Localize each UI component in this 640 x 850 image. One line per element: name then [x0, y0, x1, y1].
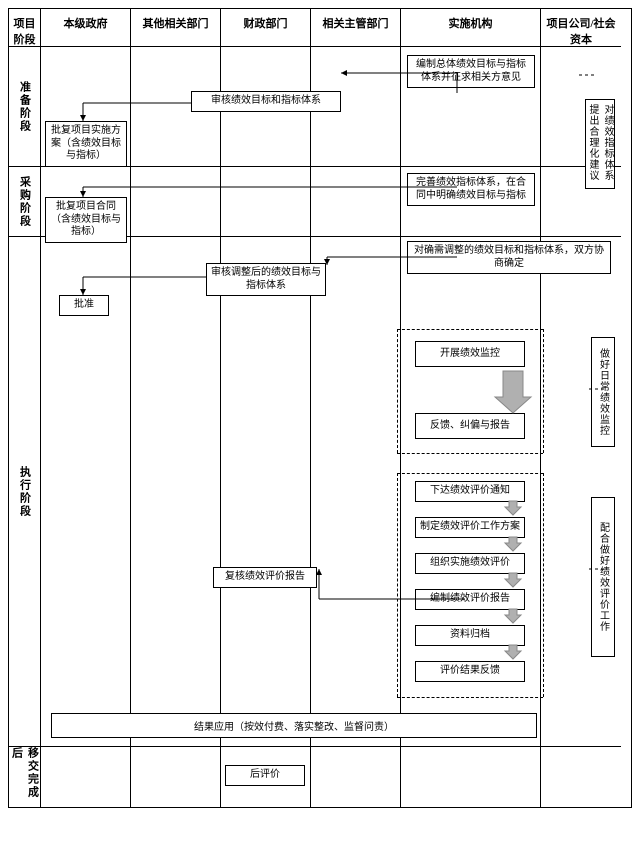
col-gov: 本级政府 [41, 9, 131, 47]
box-exec-s1a: 批准 [59, 295, 109, 316]
post-c6 [541, 747, 621, 807]
proc-c5: 完善绩效指标体系，在合同中明确绩效目标与指标 [401, 167, 541, 237]
proc-c6 [541, 167, 621, 237]
col-super: 相关主管部门 [311, 9, 401, 47]
col-company: 项目公司/社会资本 [541, 9, 621, 47]
box-prep-s1: 批复项目实施方案（含绩效目标与指标） [45, 121, 127, 167]
exec-c6: 做好日常绩效监控 配合做好绩效评价工作 [541, 237, 621, 747]
swimlane-grid: 项目阶段 本级政府 其他相关部门 财政部门 相关主管部门 实施机构 项目公司/社… [8, 8, 632, 808]
post-c1 [41, 747, 131, 807]
box-prep-s5: 编制总体绩效目标与指标体系并征求相关方意见 [407, 55, 535, 88]
proc-c2 [131, 167, 221, 237]
row-post: 移交完成后 后评价 [9, 747, 631, 807]
box-exec-s3b: 复核绩效评价报告 [213, 567, 317, 588]
box-exec-e3: 组织实施绩效评价 [415, 553, 525, 574]
box-exec-e2: 制定绩效评价工作方案 [415, 517, 525, 538]
prep-c1: 批复项目实施方案（含绩效目标与指标） [41, 47, 131, 167]
box-exec-wide: 结果应用（按效付费、落实整改、监督问责） [51, 713, 537, 738]
proc-c1: 批复项目合同（含绩效目标与指标） [41, 167, 131, 237]
col-stage: 项目阶段 [9, 9, 41, 47]
prep-c5: 编制总体绩效目标与指标体系并征求相关方意见 [401, 47, 541, 167]
box-exec-c6-eval: 配合做好绩效评价工作 [591, 497, 615, 657]
row-proc: 采购阶段 批复项目合同（含绩效目标与指标） 完善绩效指标体系，在合同中明确绩效目… [9, 167, 631, 237]
box-post: 后评价 [225, 765, 305, 786]
box-exec-e1: 下达绩效评价通知 [415, 481, 525, 502]
post-c2 [131, 747, 221, 807]
row-prep: 准备阶段 批复项目实施方案（含绩效目标与指标） 审核绩效目标和指标体系 编制总体… [9, 47, 631, 167]
post-c4 [311, 747, 401, 807]
exec-c2 [131, 237, 221, 747]
col-impl: 实施机构 [401, 9, 541, 47]
exec-c1: 批准 [41, 237, 131, 747]
stage-prep-label: 准备阶段 [9, 47, 41, 167]
proc-c4 [311, 167, 401, 237]
box-exec-e6: 评价结果反馈 [415, 661, 525, 682]
box-exec-e5: 资料归档 [415, 625, 525, 646]
box-exec-s3a: 审核调整后的绩效目标与指标体系 [206, 263, 326, 296]
post-c5 [401, 747, 541, 807]
prep-c4 [311, 47, 401, 167]
col-other: 其他相关部门 [131, 9, 221, 47]
stage-exec-label: 执行阶段 [9, 237, 41, 747]
box-proc-s1: 批复项目合同（含绩效目标与指标） [45, 197, 127, 243]
exec-c4 [311, 237, 401, 747]
exec-c3: 审核调整后的绩效目标与指标体系 复核绩效评价报告 [221, 237, 311, 747]
stage-proc-label: 采购阶段 [9, 167, 41, 237]
box-exec-mon2: 反馈、纠偏与报告 [415, 413, 525, 439]
box-exec-c6-mon: 做好日常绩效监控 [591, 337, 615, 447]
box-exec-mon1: 开展绩效监控 [415, 341, 525, 367]
box-proc-s5: 完善绩效指标体系，在合同中明确绩效目标与指标 [407, 173, 535, 206]
stage-post-label: 移交完成后 [9, 747, 41, 807]
exec-c5: 对确需调整的绩效目标和指标体系，双方协商确定 开展绩效监控 反馈、纠偏与报告 下… [401, 237, 541, 747]
prep-c3: 审核绩效目标和指标体系 [221, 47, 311, 167]
header-row: 项目阶段 本级政府 其他相关部门 财政部门 相关主管部门 实施机构 项目公司/社… [9, 9, 631, 47]
post-c3: 后评价 [221, 747, 311, 807]
prep-c6: 对绩效指标体系提出合理化建议 [541, 47, 621, 167]
col-finance: 财政部门 [221, 9, 311, 47]
box-exec-e4: 编制绩效评价报告 [415, 589, 525, 610]
proc-c3 [221, 167, 311, 237]
row-exec: 执行阶段 批准 审核调整后的绩效目标与指标体系 复核绩效评价报告 对确需调整的绩… [9, 237, 631, 747]
